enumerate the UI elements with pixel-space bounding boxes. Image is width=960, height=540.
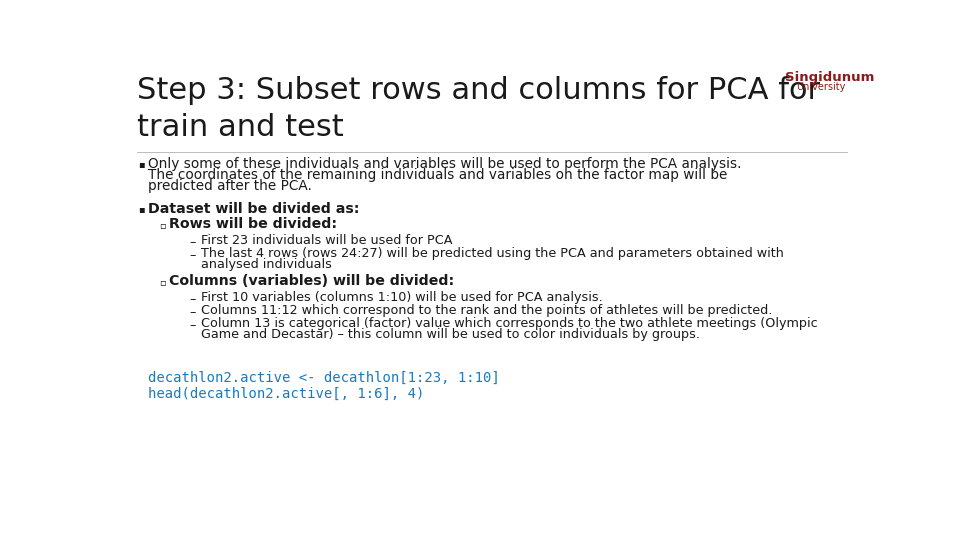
Text: First 23 individuals will be used for PCA: First 23 individuals will be used for PC…	[201, 234, 452, 247]
Text: –: –	[190, 249, 196, 262]
Text: –: –	[190, 236, 196, 249]
Text: University: University	[796, 82, 845, 92]
Text: predicted after the PCA.: predicted after the PCA.	[148, 179, 312, 193]
Text: The coordinates of the remaining individuals and variables on the factor map wil: The coordinates of the remaining individ…	[148, 168, 728, 182]
Text: ▪: ▪	[138, 204, 145, 214]
Text: Only some of these individuals and variables will be used to perform the PCA ana: Only some of these individuals and varia…	[148, 157, 741, 171]
Text: Column 13 is categorical (factor) value which corresponds to the two athlete mee: Column 13 is categorical (factor) value …	[201, 318, 817, 330]
Text: Dataset will be divided as:: Dataset will be divided as:	[148, 202, 359, 216]
Text: ▫: ▫	[159, 276, 166, 287]
Text: analysed individuals: analysed individuals	[201, 258, 331, 271]
Text: Step 3: Subset rows and columns for PCA for: Step 3: Subset rows and columns for PCA …	[137, 76, 820, 105]
Text: Game and Decastar) – this column will be used to color individuals by groups.: Game and Decastar) – this column will be…	[201, 328, 700, 341]
Text: decathlon2.active <- decathlon[1:23, 1:10]: decathlon2.active <- decathlon[1:23, 1:1…	[148, 372, 499, 385]
Text: Columns 11:12 which correspond to the rank and the points of athletes will be pr: Columns 11:12 which correspond to the ra…	[201, 304, 772, 318]
Text: ▫: ▫	[159, 220, 166, 229]
Text: train and test: train and test	[137, 112, 344, 141]
Text: First 10 variables (columns 1:10) will be used for PCA analysis.: First 10 variables (columns 1:10) will b…	[201, 291, 602, 304]
Text: Singidunum: Singidunum	[785, 71, 875, 84]
Text: Columns (variables) will be divided:: Columns (variables) will be divided:	[169, 274, 454, 288]
Text: The last 4 rows (rows 24:27) will be predicted using the PCA and parameters obta: The last 4 rows (rows 24:27) will be pre…	[201, 247, 783, 260]
Text: –: –	[190, 306, 196, 319]
Text: –: –	[190, 319, 196, 332]
Text: Rows will be divided:: Rows will be divided:	[169, 217, 337, 231]
Text: –: –	[190, 293, 196, 306]
Text: ▪: ▪	[138, 159, 145, 170]
Text: head(decathlon2.active[, 1:6], 4): head(decathlon2.active[, 1:6], 4)	[148, 387, 424, 401]
